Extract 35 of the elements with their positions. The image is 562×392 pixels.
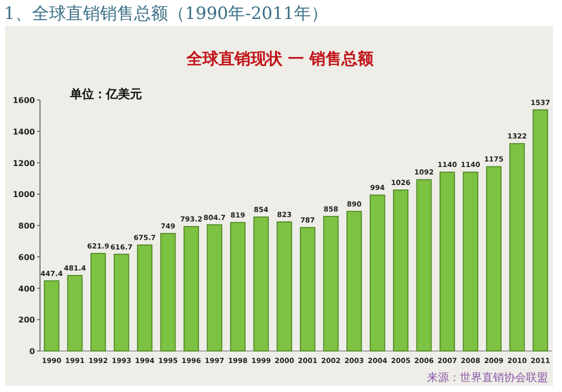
bar <box>486 166 502 352</box>
y-tick-label: 600 <box>18 252 36 262</box>
bar <box>114 254 130 352</box>
y-tick-label: 400 <box>18 284 36 294</box>
chart-title: 1、全球直销销售总额（1990年-2011年） <box>4 4 328 24</box>
bar <box>370 194 386 352</box>
bar <box>230 222 246 352</box>
bar <box>440 172 455 352</box>
y-tick-label: 200 <box>18 316 36 325</box>
bar <box>323 216 339 352</box>
y-tick-label: 0 <box>29 347 36 356</box>
bar <box>206 224 222 352</box>
chart-subtitle: 全球直销现状 一 销售总额 <box>185 49 375 68</box>
bar <box>300 227 316 352</box>
bar <box>462 172 478 352</box>
bar <box>276 221 292 352</box>
y-tick-label: 1600 <box>12 96 36 105</box>
y-tick-label: 800 <box>18 222 36 230</box>
bar <box>44 280 60 352</box>
bar <box>184 226 199 352</box>
source-note: 来源：世界直销协会联盟 <box>427 371 548 384</box>
y-tick-label: 1200 <box>12 158 36 168</box>
bar <box>393 190 408 352</box>
bar <box>509 143 525 352</box>
annotation: 单位：亿美元 <box>69 87 142 101</box>
bar <box>346 210 362 352</box>
bar <box>253 216 269 352</box>
bar <box>416 179 432 352</box>
y-tick-label: 1000 <box>12 190 36 200</box>
bar <box>90 252 106 352</box>
bar <box>160 233 176 352</box>
bar <box>532 109 548 352</box>
bar <box>137 244 152 352</box>
bar <box>67 274 83 352</box>
y-tick-label: 1400 <box>12 127 36 136</box>
